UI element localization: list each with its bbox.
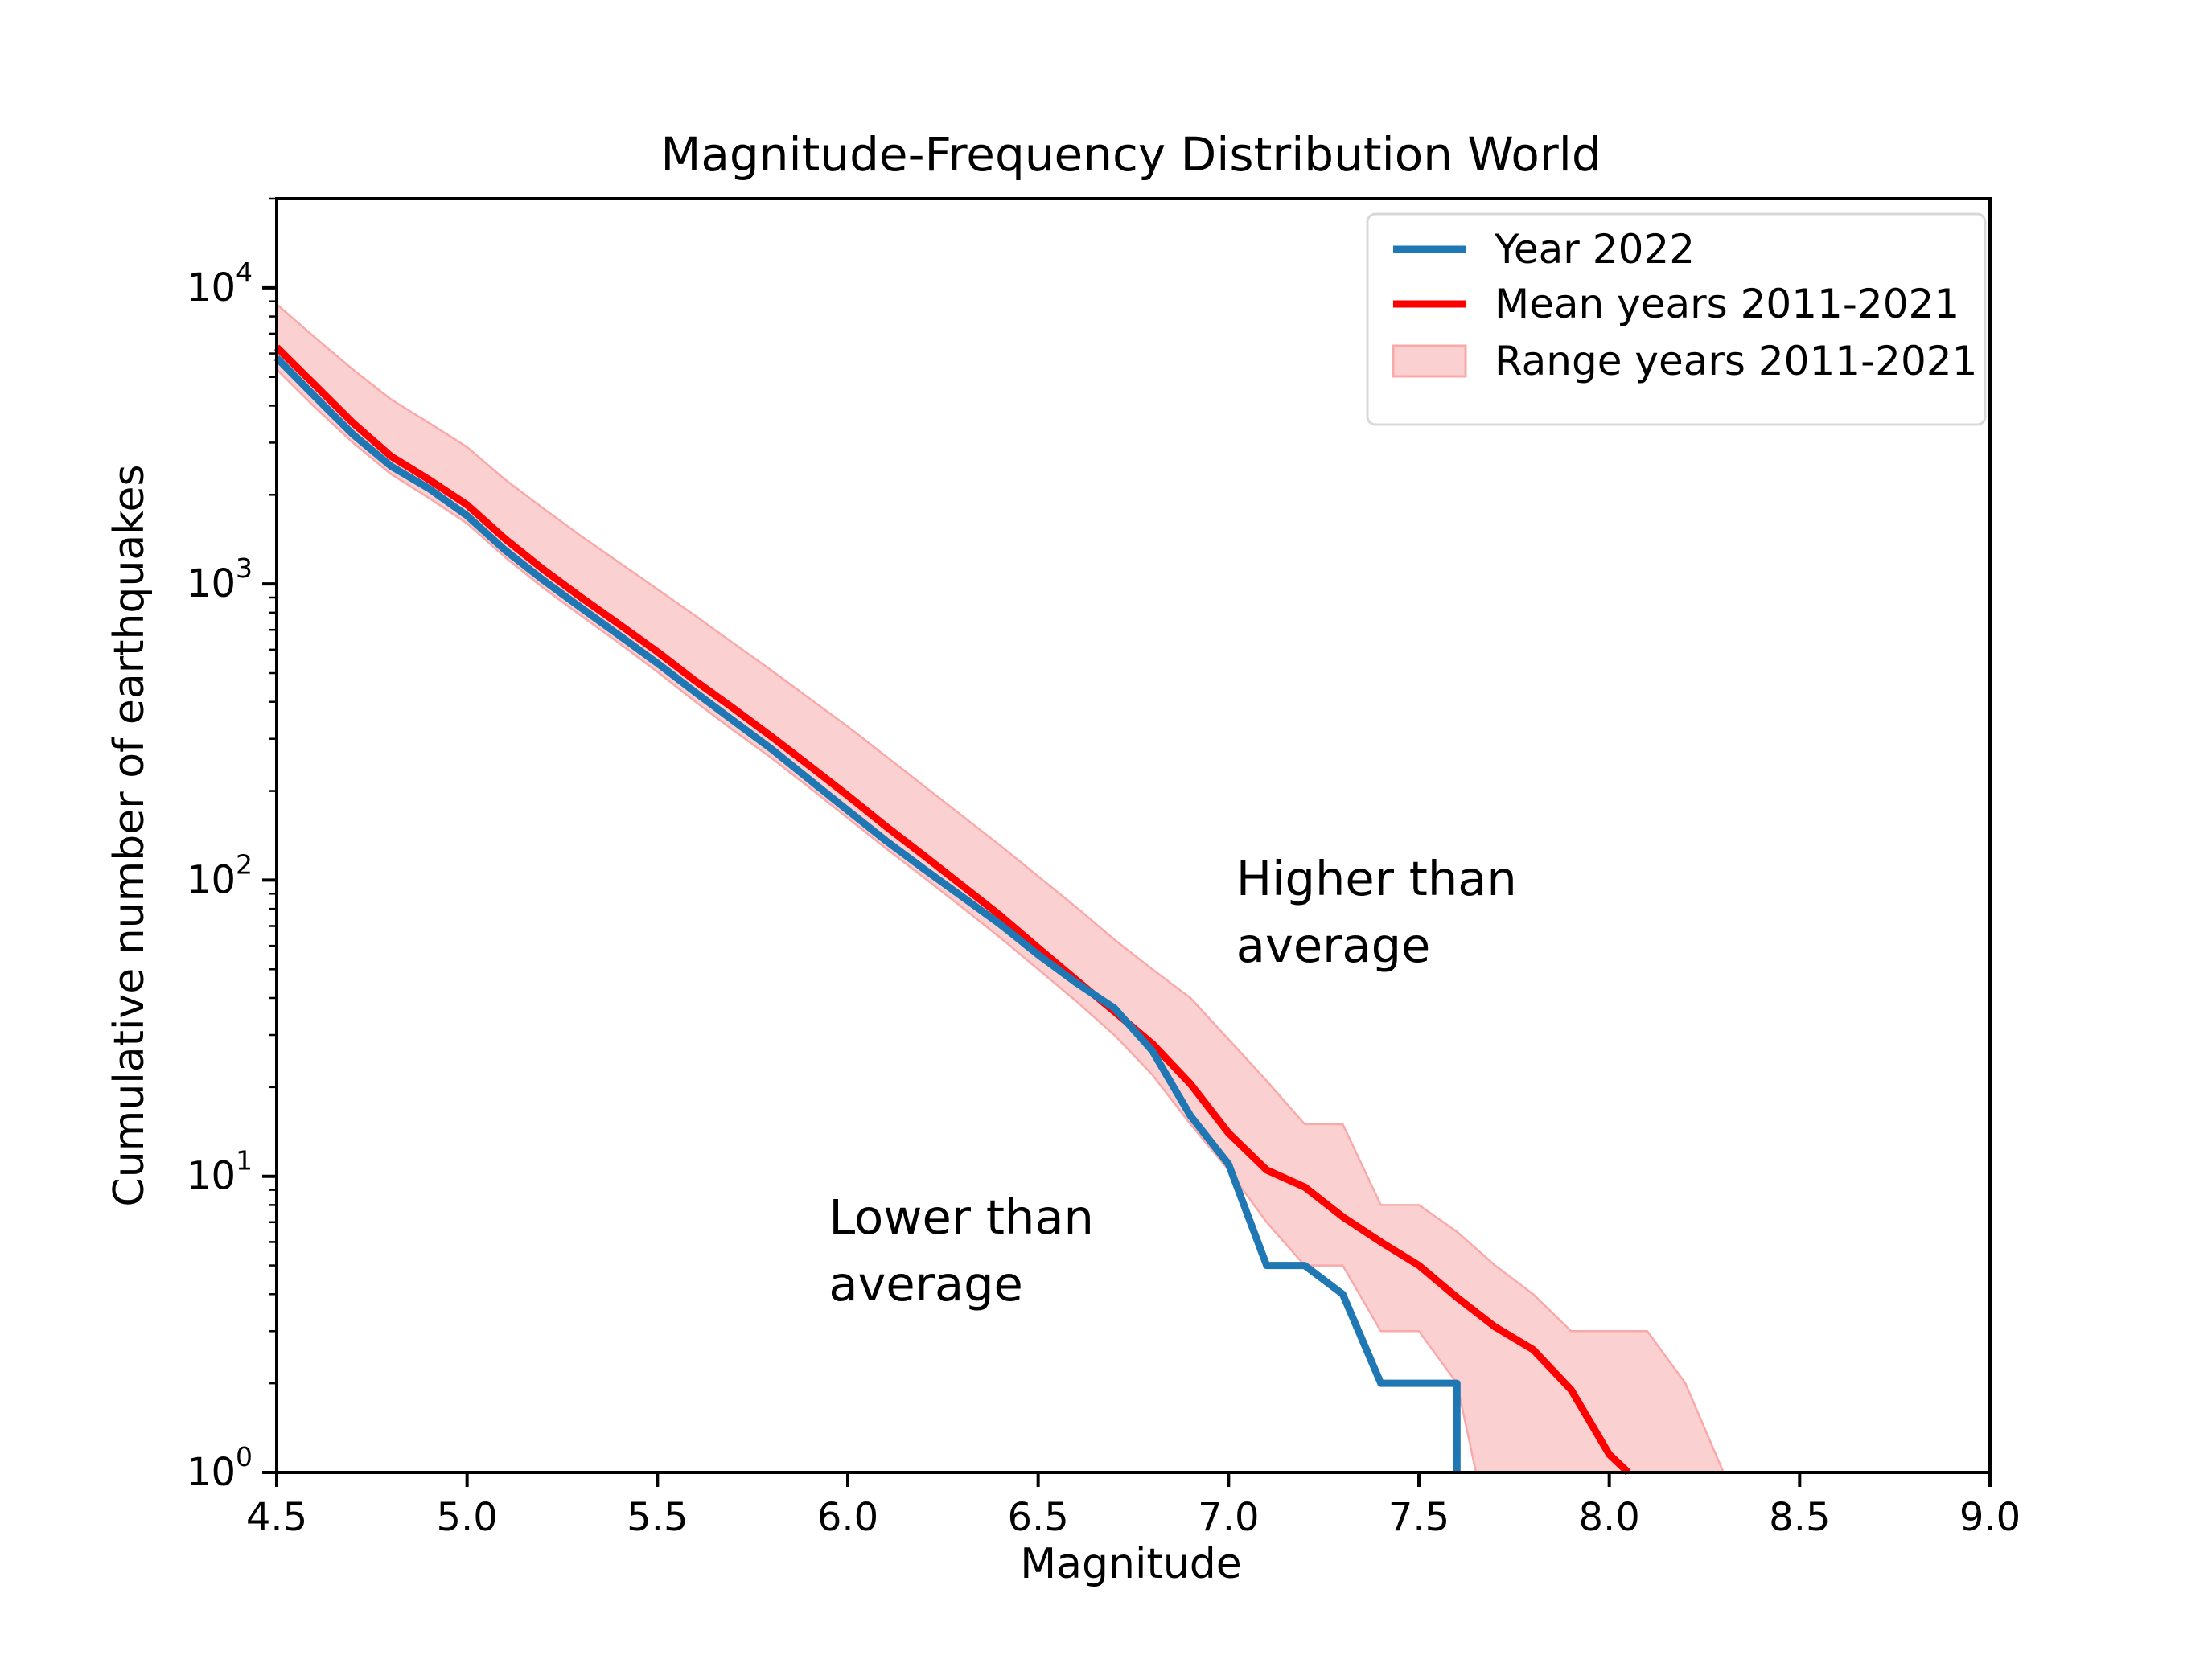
chart-title: Magnitude-Frequency Distribution World: [660, 127, 1601, 182]
range-band-group: [275, 303, 1725, 1474]
annotation-text: Lower than: [828, 1189, 1094, 1245]
x-tick-label: 6.5: [1007, 1495, 1068, 1540]
legend-label-range: Range years 2011-2021: [1495, 338, 1977, 384]
x-tick-label: 5.5: [627, 1495, 688, 1540]
legend-box: [1366, 212, 1987, 426]
y-tick-label: 102: [187, 848, 253, 902]
annotation-text: average: [1236, 918, 1431, 973]
y-axis-label: Cumulative number of earthquakes: [105, 464, 154, 1206]
y-tick-label: 101: [187, 1145, 253, 1199]
y-tick-label: 104: [187, 257, 253, 310]
legend-label-mean: Mean years 2011-2021: [1495, 281, 1959, 327]
range-band: [275, 303, 1725, 1474]
x-tick-label: 7.0: [1198, 1495, 1259, 1540]
legend: Year 2022 Mean years 2011-2021 Range yea…: [1366, 212, 1987, 426]
x-tick-label: 4.5: [246, 1495, 307, 1540]
x-tick-label: 6.0: [817, 1495, 878, 1540]
y-tick-label: 100: [187, 1441, 253, 1495]
series-line-mean: [273, 344, 1631, 1476]
y-tick-label: 103: [187, 552, 253, 606]
annotation-lower-than-average: Lower than average: [828, 1189, 1094, 1312]
series-line-year2022: [273, 355, 1461, 1472]
annotation-text: average: [828, 1256, 1023, 1312]
x-tick-label: 5.0: [436, 1495, 497, 1540]
x-tick-label: 8.5: [1769, 1495, 1830, 1540]
axes-group: [275, 197, 1992, 1474]
x-tick-label: 7.5: [1388, 1495, 1449, 1540]
x-tick-label: 8.0: [1578, 1495, 1639, 1540]
annotation-text: Higher than: [1236, 851, 1517, 906]
legend-label-year2022: Year 2022: [1494, 226, 1695, 273]
y-ticks-group: 100 101 102 103 104: [187, 197, 277, 1495]
annotation-higher-than-average: Higher than average: [1236, 851, 1517, 973]
plot-border: [275, 197, 1992, 1474]
x-tick-label: 9.0: [1959, 1495, 2021, 1540]
series-group: [273, 344, 1631, 1476]
legend-swatch-range-icon: [1392, 344, 1467, 378]
x-ticks-group: 4.5 5.0 5.5 6.0 6.5 7.0 7.5 8.0 8.5 9.0: [246, 1472, 2021, 1540]
x-axis-label: Magnitude: [1020, 1540, 1242, 1588]
